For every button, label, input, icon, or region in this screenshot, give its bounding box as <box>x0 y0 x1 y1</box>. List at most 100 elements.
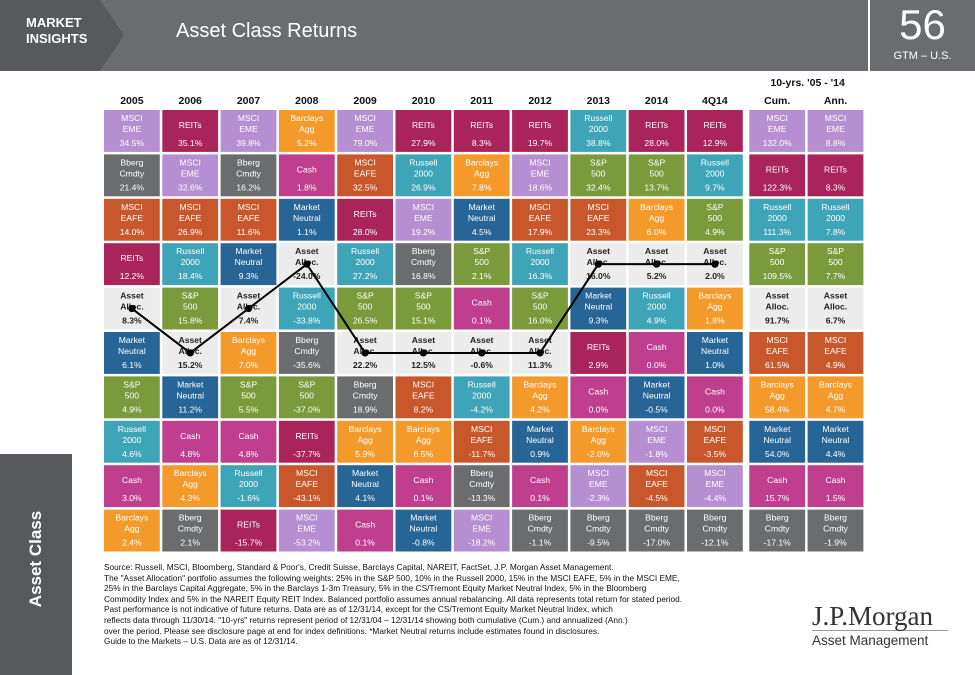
cell-asset-name: Barclays <box>349 424 382 434</box>
cell-asset-name: Cash <box>825 475 845 485</box>
cell-box <box>337 465 393 508</box>
cell-value: 4.8% <box>239 449 259 459</box>
cell-value: 0.1% <box>355 538 375 548</box>
sidebar-tab: Asset Class <box>0 454 72 675</box>
cell-asset-name: EME <box>123 124 142 134</box>
cell-asset-name: MSCI <box>646 424 667 434</box>
cell-box <box>807 420 864 463</box>
cell-asset-name: Cash <box>472 298 492 308</box>
cell-asset-name: Barclays <box>582 424 615 434</box>
cell-asset-name: Russell <box>293 291 321 301</box>
cell-value: 0.1% <box>472 316 492 326</box>
asset-alloc-point <box>594 260 602 268</box>
cell-asset-name: REITs <box>237 520 260 530</box>
cell-value: 16.0% <box>586 271 611 281</box>
cell-value: 18.4% <box>178 271 203 281</box>
cell-asset-name: REITs <box>295 431 318 441</box>
cell-box <box>512 509 568 552</box>
cell-box <box>749 154 806 197</box>
cell-asset-name: Cash <box>122 475 142 485</box>
cell-value: 2.0% <box>705 271 725 281</box>
cell-asset-name: EAFE <box>645 479 668 489</box>
cell-asset-name: REITs <box>120 253 143 263</box>
cell-box <box>512 154 568 197</box>
cell-box <box>162 465 219 508</box>
chart-cell: REITs 12.9% <box>687 110 743 152</box>
cell-value: 15.8% <box>178 316 203 326</box>
cell-box <box>570 110 627 152</box>
asset-alloc-point <box>536 349 544 357</box>
page-title: Asset Class Returns <box>176 20 358 42</box>
cell-asset-name: Bberg <box>470 468 493 478</box>
cell-value: 122.3% <box>763 182 793 192</box>
cell-value: 38.8% <box>586 138 611 148</box>
cell-value: 39.8% <box>236 138 261 148</box>
cell-value: 3.0% <box>122 493 142 503</box>
cell-box <box>162 243 219 286</box>
cell-asset-name: Agg <box>416 435 432 445</box>
cell-asset-name: S&P <box>356 291 373 301</box>
chart-cell: Cash 0.1% <box>512 465 568 508</box>
cell-asset-name: Agg <box>474 168 490 178</box>
cell-box <box>337 243 393 286</box>
cell-asset-name: S&P <box>590 157 607 167</box>
cell-asset-name: EME <box>181 168 200 178</box>
cell-value: 4.9% <box>647 316 667 326</box>
logo-sub-text: Asset Management <box>812 630 948 649</box>
asset-alloc-point <box>244 304 253 313</box>
chart-cell: Cash 15.7% <box>749 465 806 508</box>
cell-box <box>687 509 743 552</box>
cell-value: -37.7% <box>293 449 321 459</box>
cell-value: 9.3% <box>239 271 259 281</box>
cell-value: 0.0% <box>705 404 725 414</box>
cell-asset-name: Market <box>177 379 204 389</box>
cell-asset-name: 2000 <box>530 257 549 267</box>
cell-asset-name: 2000 <box>239 479 258 489</box>
cell-value: 1.5% <box>826 493 846 503</box>
cell-value: 132.0% <box>763 138 793 148</box>
cell-box <box>453 198 510 241</box>
cell-box <box>687 420 743 463</box>
cell-asset-name: REITs <box>766 164 789 174</box>
logo-main-text: J.P.Morgan <box>812 601 934 631</box>
cell-value: -3.5% <box>704 449 727 459</box>
cell-box <box>570 287 627 330</box>
cell-box <box>512 420 568 463</box>
chart-cell: Cash 0.0% <box>628 332 685 374</box>
cell-box <box>395 243 452 286</box>
cell-asset-name: EAFE <box>354 168 377 178</box>
cell-asset-name: Agg <box>124 524 140 534</box>
cell-asset-name: S&P <box>473 246 490 256</box>
cell-asset-name: MSCI <box>529 202 550 212</box>
cell-box <box>453 509 510 552</box>
column-header: 2014 <box>645 95 669 107</box>
cell-value: 32.6% <box>178 182 203 192</box>
cell-asset-name: EAFE <box>179 213 202 223</box>
footnote-line: reflects data through 11/30/14. "10-yrs"… <box>104 614 628 625</box>
cell-asset-name: Neutral <box>235 257 263 267</box>
cell-asset-name: S&P <box>415 291 432 301</box>
cell-asset-name: Barclays <box>640 202 673 212</box>
cell-box <box>220 465 277 508</box>
cell-value: 22.2% <box>353 360 378 370</box>
cell-box <box>807 376 864 419</box>
footnote-line: Past performance is not indicative of fu… <box>104 604 613 615</box>
cell-box <box>570 465 627 508</box>
cell-box <box>749 287 806 330</box>
